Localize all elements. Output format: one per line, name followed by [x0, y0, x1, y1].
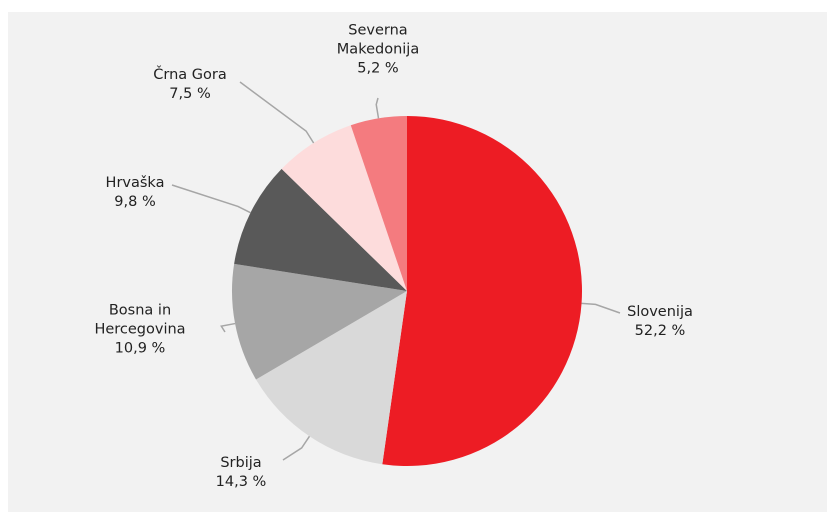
leader-line: [581, 302, 621, 314]
pie-slice: [234, 168, 407, 291]
leader-line: [282, 435, 311, 461]
category-label: Hrvaška: [105, 175, 165, 191]
value-label: 5,2 %: [357, 60, 399, 77]
slice-label: Srbija 14,3 %: [216, 454, 267, 492]
leader-line: [171, 184, 251, 214]
value-label: 7,5 %: [169, 86, 211, 102]
pie-slice: [255, 291, 407, 465]
category-label: Črna Gora: [153, 67, 227, 83]
category-label: Slovenija: [627, 304, 693, 320]
pie-slice: [382, 116, 582, 466]
value-label: 10,9 %: [114, 340, 166, 357]
category-label: Srbija: [220, 455, 262, 471]
leader-line: [239, 81, 315, 144]
slice-label: Bosna in Hercegovina 10,9 %: [94, 302, 185, 359]
pie-slice: [281, 125, 407, 291]
value-label: 52,2 %: [634, 323, 686, 339]
slice-label: Hrvaška 9,8 %: [106, 174, 165, 212]
category-label: Bosna in Hercegovina: [94, 302, 186, 338]
pie-slice: [350, 116, 407, 291]
slice-label: Severna Makedonija 5,2 %: [337, 22, 419, 79]
slice-label: Črna Gora 7,5 %: [153, 66, 226, 104]
leader-line: [375, 97, 380, 119]
category-label: Severna Makedonija: [336, 22, 420, 58]
value-label: 9,8 %: [114, 194, 156, 210]
slice-label: Slovenija 52,2 %: [627, 303, 693, 341]
leader-line: [220, 322, 236, 333]
value-label: 14,3 %: [215, 474, 267, 490]
pie-slice: [232, 263, 407, 380]
